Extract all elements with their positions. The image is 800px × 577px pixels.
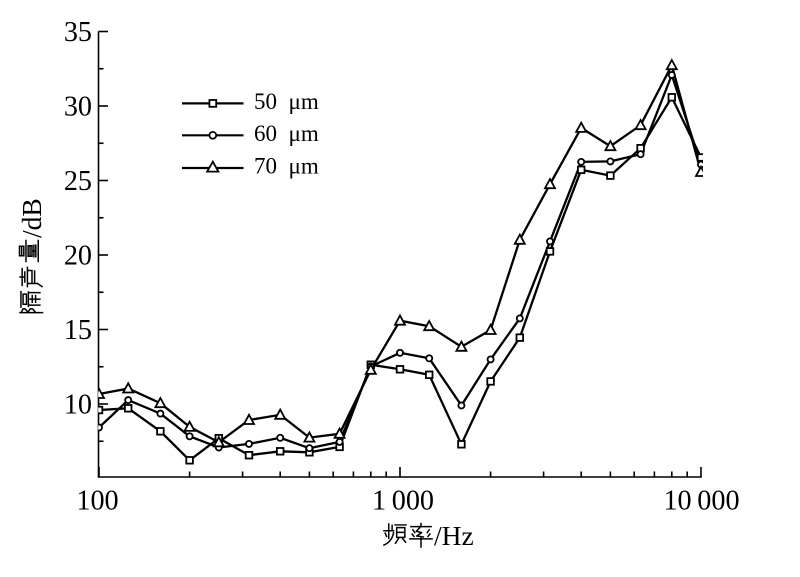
svg-text:10 000: 10 000 <box>663 486 739 517</box>
svg-text:25: 25 <box>64 166 92 197</box>
svg-text:70 μm: 70 μm <box>254 154 319 179</box>
svg-text:60 μm: 60 μm <box>254 121 319 146</box>
svg-text:15: 15 <box>64 315 92 346</box>
svg-text:/dB: /dB <box>16 198 47 238</box>
svg-text:20: 20 <box>64 240 92 271</box>
svg-text:35: 35 <box>64 17 92 48</box>
svg-text:/Hz: /Hz <box>434 520 474 551</box>
svg-text:50 μm: 50 μm <box>254 89 319 114</box>
svg-text:100: 100 <box>76 486 118 517</box>
svg-text:30: 30 <box>64 91 92 122</box>
svg-text:1 000: 1 000 <box>372 486 434 517</box>
svg-text:10: 10 <box>64 389 92 420</box>
